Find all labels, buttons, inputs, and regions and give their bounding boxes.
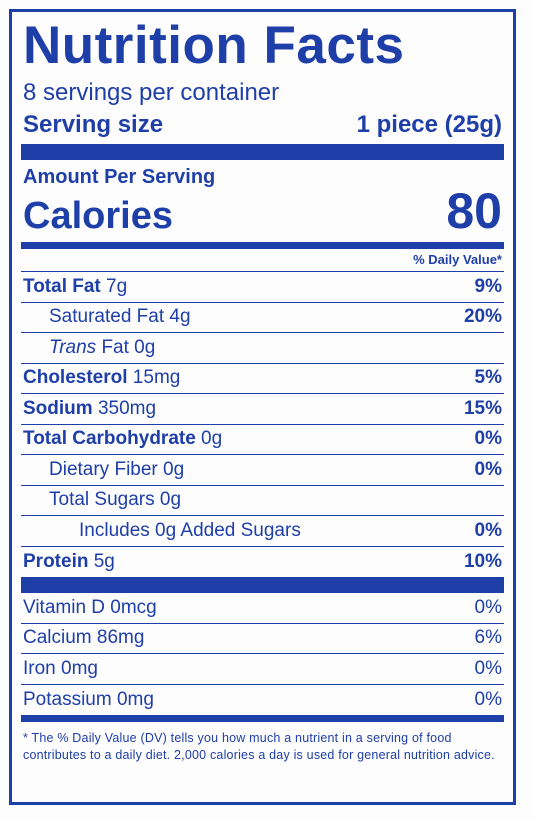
calories-value: 80 [446,183,502,239]
nutrient-name: Protein [23,550,89,572]
nutrient-name: Includes 0g Added Sugars [79,519,301,541]
nutrient-amount: Fat 0g [96,336,156,358]
nutrient-name: Total Fat [23,275,101,297]
nutrient-dv: 20% [463,306,502,328]
vitamin-name: Calcium 86mg [23,627,145,649]
nutrient-row-total-fat: Total Fat 7g 9% [21,272,504,303]
vitamin-row-potassium: Potassium 0mg 0% [21,685,504,716]
medium-divider [21,242,504,249]
nutrient-amount: 5g [88,550,115,572]
label-title: Nutrition Facts [23,16,405,75]
vitamin-dv: 0% [474,688,502,710]
serving-size-row: Serving size 1 piece (25g) [23,108,502,144]
nutrient-name: Total Carbohydrate [23,428,196,450]
nutrient-dv: 0% [474,458,502,480]
nutrient-amount: 0g [157,458,185,480]
vitamin-row-calcium: Calcium 86mg 6% [21,624,504,654]
daily-value-header: % Daily Value* [21,249,504,272]
nutrient-amount: 0g [195,428,223,450]
vitamin-dv: 0% [474,657,502,679]
serving-size-value: 1 piece (25g) [356,111,502,138]
vitamin-name: Vitamin D 0mcg [23,596,157,618]
nutrient-dv: 0% [474,519,502,541]
nutrient-name: Saturated Fat [49,306,165,328]
nutrient-name: Trans [49,336,97,358]
vitamin-dv: 0% [474,596,502,618]
serving-size-label: Serving size [23,111,164,138]
nutrient-name: Total Sugars [49,489,155,511]
nutrient-dv: 9% [474,275,502,297]
nutrient-row-sodium: Sodium 350mg 15% [21,394,504,425]
thick-divider [21,577,504,593]
nutrient-dv: 5% [474,367,502,389]
vitamin-row-iron: Iron 0mg 0% [21,654,504,685]
calories-label: Calories [23,195,173,237]
nutrient-row-protein: Protein 5g 10% [21,547,504,578]
nutrient-row-cholesterol: Cholesterol 15mg 5% [21,364,504,394]
vitamin-name: Potassium 0mg [23,688,154,710]
amount-per-serving: Amount Per Serving [23,166,216,188]
nutrient-amount: 350mg [92,397,157,419]
nutrition-facts-label: Nutrition Facts 8 servings per container… [9,9,516,805]
nutrient-row-added-sugars: Includes 0g Added Sugars 0% [21,516,504,547]
thick-divider [21,144,504,160]
nutrient-row-total-carbohydrate: Total Carbohydrate 0g 0% [21,425,504,455]
vitamin-name: Iron 0mg [23,657,98,679]
nutrient-dv: 0% [474,428,502,450]
nutrient-amount: 4g [164,306,191,328]
nutrient-amount: 0g [154,489,182,511]
calories-row: Calories 80 [23,183,502,239]
nutrient-row-trans-fat: Trans Fat 0g [21,333,504,364]
servings-per-container: 8 servings per container [23,79,280,106]
nutrient-name: Cholesterol [23,367,128,389]
nutrient-row-saturated-fat: Saturated Fat 4g 20% [21,303,504,333]
medium-divider [21,715,504,722]
nutrient-dv: 10% [463,550,502,572]
vitamin-row-vitamin-d: Vitamin D 0mcg 0% [21,593,504,624]
nutrient-amount: 15mg [127,367,181,389]
vitamin-dv: 6% [474,627,502,649]
nutrient-name: Dietary Fiber [49,458,158,480]
nutrient-name: Sodium [23,397,93,419]
nutrient-amount: 7g [100,275,128,297]
daily-value-footnote: * The % Daily Value (DV) tells you how m… [23,731,495,762]
nutrient-row-total-sugars: Total Sugars 0g [21,486,504,516]
nutrient-dv: 15% [463,397,502,419]
nutrient-row-dietary-fiber: Dietary Fiber 0g 0% [21,455,504,486]
